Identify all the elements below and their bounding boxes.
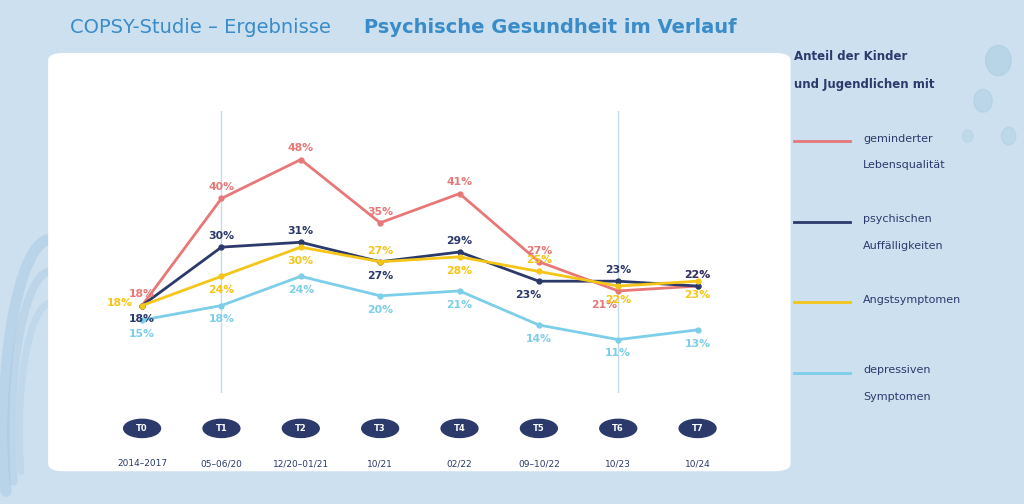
- Text: 35%: 35%: [367, 207, 393, 217]
- Text: 48%: 48%: [288, 144, 314, 153]
- Text: 05–06/20: 05–06/20: [201, 459, 243, 468]
- Text: Lebensqualität: Lebensqualität: [863, 160, 946, 170]
- Text: depressiven: depressiven: [863, 365, 931, 375]
- Text: 21%: 21%: [591, 300, 617, 310]
- Text: T2: T2: [295, 424, 306, 433]
- Text: geminderter: geminderter: [863, 134, 933, 144]
- Text: 22%: 22%: [684, 270, 711, 280]
- Text: 14%: 14%: [525, 334, 552, 344]
- Text: 22%: 22%: [684, 270, 711, 280]
- Text: 27%: 27%: [367, 271, 393, 281]
- Text: Auffälligkeiten: Auffälligkeiten: [863, 241, 944, 251]
- Text: 25%: 25%: [525, 256, 552, 265]
- Text: T7: T7: [692, 424, 703, 433]
- Text: 24%: 24%: [208, 285, 234, 295]
- Text: 27%: 27%: [525, 245, 552, 256]
- Text: 23%: 23%: [515, 290, 541, 300]
- Text: 41%: 41%: [446, 177, 473, 187]
- Text: 20%: 20%: [367, 305, 393, 314]
- Text: 27%: 27%: [367, 245, 393, 256]
- Text: 2014–2017: 2014–2017: [117, 459, 167, 468]
- Text: T0: T0: [136, 424, 147, 433]
- Text: 12/20–01/21: 12/20–01/21: [272, 459, 329, 468]
- Text: und Jugendlichen mit: und Jugendlichen mit: [794, 78, 934, 91]
- Text: 10/21: 10/21: [368, 459, 393, 468]
- Text: 09–10/22: 09–10/22: [518, 459, 560, 468]
- Text: T3: T3: [375, 424, 386, 433]
- Text: 30%: 30%: [288, 256, 314, 266]
- Text: psychischen: psychischen: [863, 214, 932, 224]
- Text: 28%: 28%: [446, 266, 473, 276]
- Text: 18%: 18%: [129, 289, 155, 299]
- Text: Psychische Gesundheit im Verlauf: Psychische Gesundheit im Verlauf: [364, 18, 736, 37]
- Text: 40%: 40%: [208, 182, 234, 193]
- Text: T1: T1: [216, 424, 227, 433]
- Text: 10/24: 10/24: [685, 459, 711, 468]
- Text: T6: T6: [612, 424, 624, 433]
- Text: Symptomen: Symptomen: [863, 392, 931, 402]
- Text: Anteil der Kinder: Anteil der Kinder: [794, 50, 907, 64]
- Text: 13%: 13%: [684, 339, 711, 349]
- Text: 24%: 24%: [288, 285, 314, 295]
- Text: 18%: 18%: [129, 314, 155, 325]
- Text: 23%: 23%: [684, 290, 711, 300]
- Text: 15%: 15%: [129, 329, 155, 339]
- Text: 29%: 29%: [446, 236, 473, 246]
- Text: T5: T5: [534, 424, 545, 433]
- Text: 23%: 23%: [605, 265, 632, 275]
- Text: 18%: 18%: [106, 298, 133, 308]
- Text: 10/23: 10/23: [605, 459, 631, 468]
- Text: Angstsymptomen: Angstsymptomen: [863, 295, 962, 305]
- Text: 30%: 30%: [208, 231, 234, 241]
- Text: 21%: 21%: [446, 300, 473, 310]
- Text: 31%: 31%: [288, 226, 314, 236]
- Text: COPSY-Studie – Ergebnisse: COPSY-Studie – Ergebnisse: [70, 18, 337, 37]
- Text: 18%: 18%: [209, 314, 234, 325]
- Text: 22%: 22%: [605, 295, 632, 305]
- Text: 02/22: 02/22: [446, 459, 472, 468]
- Text: T4: T4: [454, 424, 465, 433]
- Text: 11%: 11%: [605, 348, 631, 358]
